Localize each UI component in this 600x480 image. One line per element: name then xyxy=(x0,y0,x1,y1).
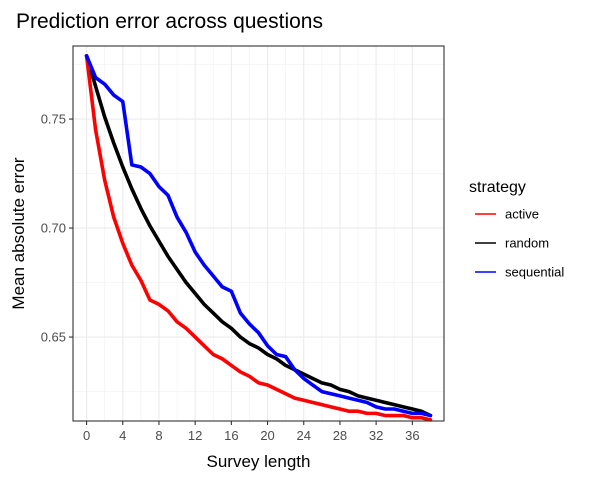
y-axis: 0.65 0.70 0.75 xyxy=(41,112,73,345)
x-tick-label: 24 xyxy=(297,428,311,443)
x-axis: 0 4 8 12 16 20 24 28 32 36 xyxy=(83,421,420,443)
legend-items: active random sequential xyxy=(475,207,564,280)
y-tick-label: 0.70 xyxy=(41,221,66,236)
y-tick-label: 0.65 xyxy=(41,330,66,345)
series-line-active xyxy=(84,54,433,422)
x-tick-label: 32 xyxy=(369,428,383,443)
plot-panel xyxy=(73,46,444,421)
series-line-random xyxy=(84,54,433,418)
x-tick-label: 12 xyxy=(188,428,202,443)
x-tick-label: 0 xyxy=(83,428,90,443)
x-tick-label: 4 xyxy=(119,428,126,443)
legend-label-sequential: sequential xyxy=(505,265,564,280)
x-axis-title: Survey length xyxy=(207,452,311,471)
legend-item-sequential: sequential xyxy=(475,265,564,280)
x-tick-label: 28 xyxy=(333,428,347,443)
chart-title: Prediction error across questions xyxy=(16,10,323,33)
x-tick-label: 20 xyxy=(260,428,274,443)
y-tick-label: 0.75 xyxy=(41,112,66,127)
legend-title: strategy xyxy=(469,179,526,196)
x-tick-label: 8 xyxy=(155,428,162,443)
legend-label-random: random xyxy=(505,236,549,251)
legend-item-random: random xyxy=(475,236,549,251)
legend-label-active: active xyxy=(505,207,539,222)
minor-gridlines xyxy=(73,46,444,421)
y-axis-title: Mean absolute error xyxy=(9,157,28,309)
legend-item-active: active xyxy=(475,207,539,222)
series-line-sequential xyxy=(84,54,433,418)
x-tick-label: 16 xyxy=(224,428,238,443)
major-gridlines xyxy=(73,46,444,421)
legend: strategy active random sequential xyxy=(469,179,564,280)
series-layer xyxy=(84,54,433,422)
plot-panel-border xyxy=(72,45,445,422)
x-tick-label: 36 xyxy=(405,428,419,443)
